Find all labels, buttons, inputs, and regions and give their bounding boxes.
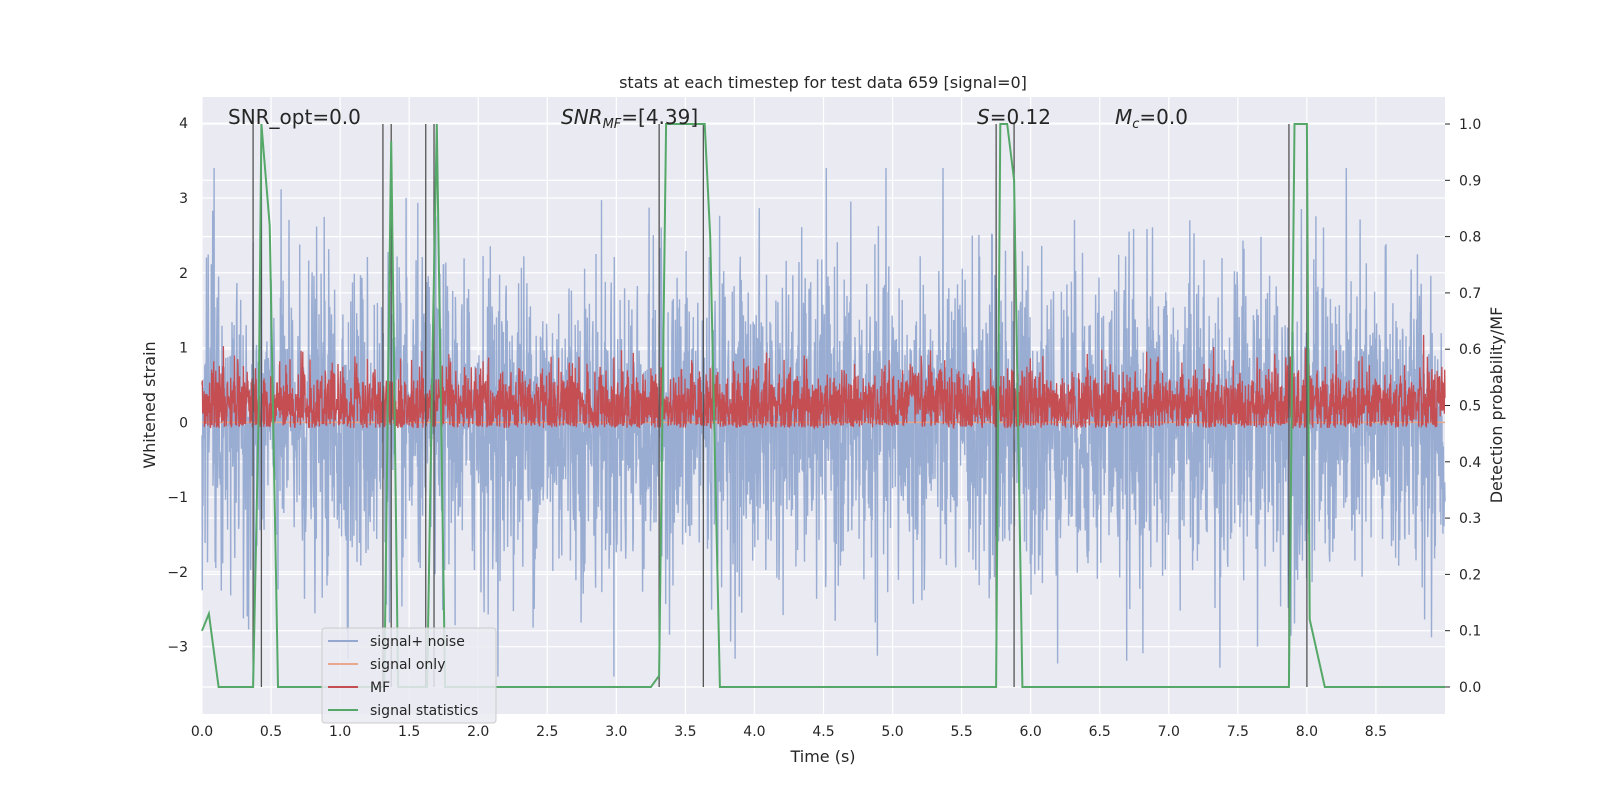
left-y-axis-label: Whitened strain (140, 341, 159, 468)
left-y-tick-label: 0 (179, 415, 188, 431)
annotation-mc-var: M (1115, 105, 1132, 129)
legend-label-mf: MF (370, 680, 390, 696)
right-y-tick-label: 1.0 (1459, 117, 1481, 133)
x-tick-label: 7.0 (1158, 724, 1180, 740)
annotation-s-var: S (977, 105, 990, 129)
annotation-s-val: =0.12 (990, 105, 1051, 129)
x-tick-label: 0.5 (260, 724, 282, 740)
x-tick-label: 3.5 (674, 724, 696, 740)
annotation-mc-sub: c (1132, 117, 1139, 132)
right-y-axis-label: Detection probability/MF (1487, 307, 1506, 504)
right-y-tick-label: 0.6 (1459, 342, 1481, 358)
annotation-snr-opt: SNR_opt=0.0 (228, 105, 361, 129)
x-axis-label: Time (s) (789, 747, 855, 766)
right-y-tick-label: 0.0 (1459, 680, 1481, 696)
right-y-tick-label: 0.3 (1459, 511, 1481, 527)
legend-label-signal-only: signal only (370, 657, 445, 673)
annotation-mc: Mc=0.0 (1115, 105, 1188, 132)
x-tick-label: 6.0 (1020, 724, 1042, 740)
x-tick-label: 5.0 (881, 724, 903, 740)
x-tick-label: 2.5 (536, 724, 558, 740)
right-y-tick-label: 0.8 (1459, 230, 1481, 246)
left-y-tick-label: −2 (167, 565, 188, 581)
right-y-tick-label: 0.4 (1459, 455, 1481, 471)
x-tick-label: 8.0 (1296, 724, 1318, 740)
legend: signal+ noise signal only MF signal stat… (321, 627, 497, 724)
legend-box (321, 627, 497, 724)
right-y-tick-label: 0.9 (1459, 173, 1481, 189)
signal-statistics-series (201, 123, 1445, 688)
left-y-tick-label: −3 (167, 640, 188, 656)
x-tick-label: 3.0 (605, 724, 627, 740)
annotation-snr-mf-prefix: SNR (561, 105, 603, 129)
x-tick-label: 4.5 (812, 724, 834, 740)
x-tick-label: 8.5 (1365, 724, 1387, 740)
x-tick-label: 1.5 (398, 724, 420, 740)
left-y-tick-labels: −3 −2 −1 0 1 2 3 4 (167, 116, 188, 656)
legend-label-signal-noise: signal+ noise (370, 634, 465, 650)
right-y-tick-label: 0.2 (1459, 567, 1481, 583)
x-tick-label: 2.0 (467, 724, 489, 740)
x-tick-label: 1.0 (329, 724, 351, 740)
left-y-tick-label: 2 (179, 266, 188, 282)
mf-series (201, 334, 1446, 430)
annotation-snr-mf-sub: MF (603, 117, 622, 132)
legend-label-signal-statistics: signal statistics (370, 703, 478, 719)
left-y-tick-label: −1 (167, 490, 188, 506)
annotation-snr-mf: SNRMF=[4.39] (561, 105, 698, 132)
right-y-tick-label: 0.7 (1459, 286, 1481, 302)
annotation-snr-mf-suffix: =[4.39] (621, 105, 698, 129)
x-tick-label: 6.5 (1089, 724, 1111, 740)
x-tick-label: 0.0 (191, 724, 213, 740)
left-y-tick-label: 3 (179, 191, 188, 207)
annotation-s: S=0.12 (977, 105, 1051, 129)
mf-trace (201, 334, 1446, 430)
right-y-tick-labels: 0.0 0.1 0.2 0.3 0.4 0.5 0.6 0.7 0.8 0.9 1.0 (1459, 117, 1481, 696)
x-tick-label: 7.5 (1227, 724, 1249, 740)
x-tick-labels: 0.0 0.5 1.0 1.5 2.0 2.5 3.0 3.5 4.0 4.5 5.0 5.5 6.0 6… (191, 724, 1387, 740)
left-y-tick-label: 1 (179, 341, 188, 357)
right-y-tick-label: 0.1 (1459, 624, 1481, 640)
right-y-tick-label: 0.5 (1459, 399, 1481, 415)
x-tick-label: 5.5 (950, 724, 972, 740)
left-y-tick-label: 4 (179, 116, 188, 132)
x-tick-label: 4.0 (743, 724, 765, 740)
annotation-mc-val: =0.0 (1139, 105, 1188, 129)
chart-title: stats at each timestep for test data 659… (619, 73, 1027, 92)
